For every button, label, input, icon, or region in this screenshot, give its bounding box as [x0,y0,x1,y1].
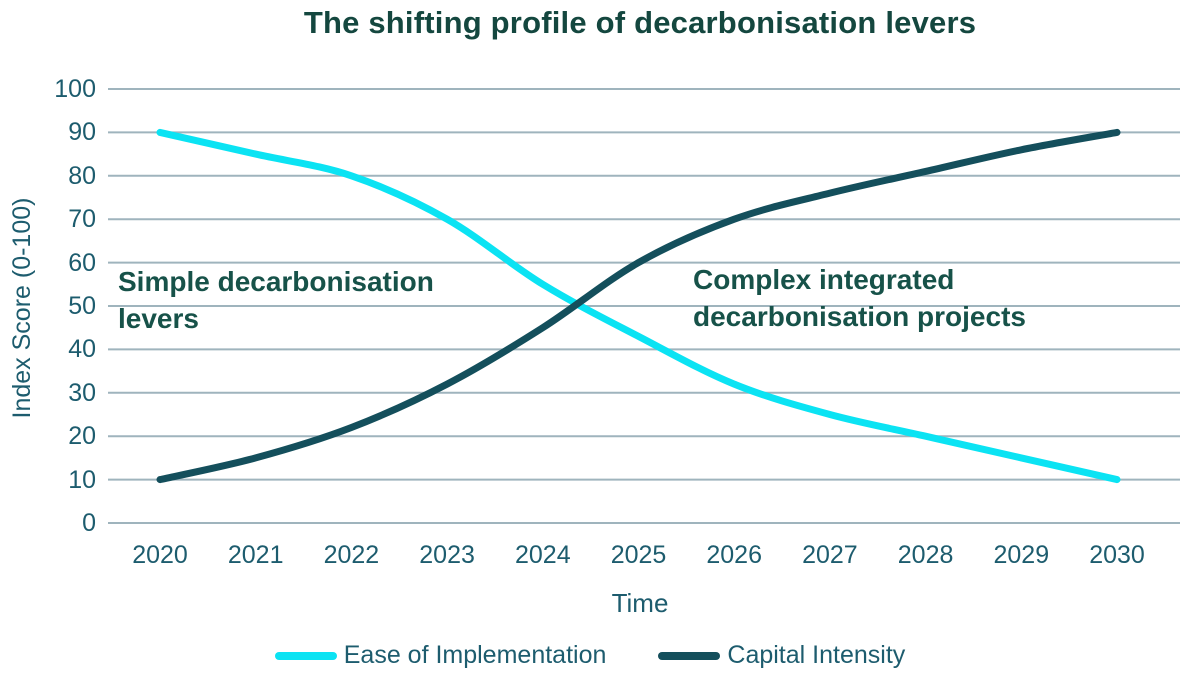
x-tick-label: 2026 [706,541,762,569]
y-tick-label: 40 [68,335,96,364]
chart-title: The shifting profile of decarbonisation … [303,5,977,40]
legend-label-ease-of-implementation: Ease of Implementation [343,641,607,669]
x-tick-label: 2027 [802,541,858,569]
y-tick-label: 70 [68,205,96,234]
series-line-ease-of-implementation [156,128,1121,484]
annotation-complex-projects: Complex integrated decarbonisation proje… [693,264,1026,332]
y-tick-label: 60 [68,248,96,277]
y-tick-label: 80 [68,161,96,190]
chart-legend: Ease of Implementation Capital Intensity [0,641,1180,670]
x-tick-label: 2029 [993,541,1050,569]
annotation-simple-levers: Simple decarbonisation levers [118,266,434,334]
legend-swatch-capital-intensity [658,651,721,660]
y-tick-label: 90 [68,118,96,147]
x-tick-label: 2028 [897,541,954,569]
x-tick-label: 2030 [1089,541,1145,569]
x-tick-label: 2021 [227,541,284,569]
y-tick-label: 30 [68,378,96,407]
legend-item-ease-of-implementation: Ease of Implementation [274,641,607,670]
x-tick-label: 2022 [323,541,380,569]
x-tick-label: 2025 [610,541,667,569]
y-tick-label: 0 [82,509,96,537]
x-tick-label: 2023 [419,541,475,569]
legend-label-capital-intensity: Capital Intensity [727,641,906,669]
x-tick-label: 2024 [514,541,571,569]
legend-swatch-ease-of-implementation [274,651,337,660]
x-tick-label: 2020 [132,541,188,569]
y-tick-label: 50 [68,292,96,320]
series-line-capital-intensity [156,128,1121,484]
x-axis-title: Time [611,588,669,618]
legend-item-capital-intensity: Capital Intensity [658,641,905,670]
y-tick-label: 10 [68,465,96,494]
y-tick-label: 100 [54,75,96,103]
y-tick-label: 20 [68,422,96,451]
